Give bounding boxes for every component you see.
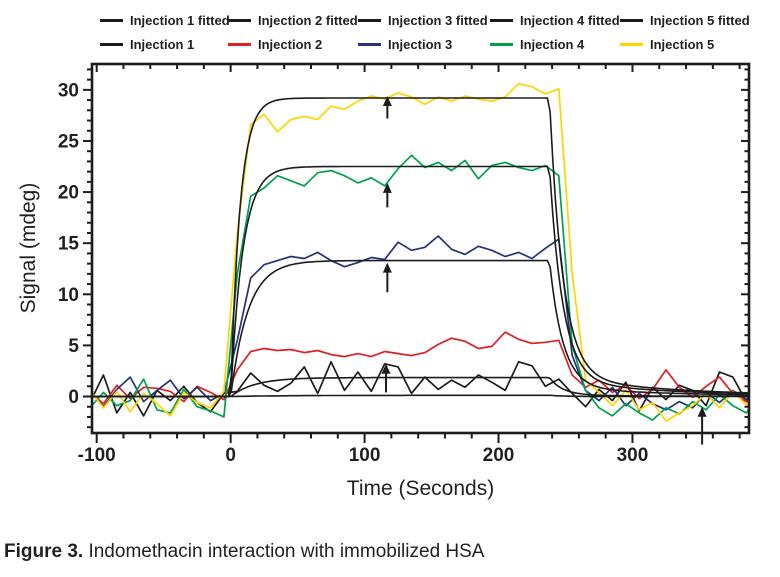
y-tick-label: 0 — [68, 387, 79, 408]
legend-swatch-black-line — [620, 18, 643, 22]
legend-label: Injection 1 — [130, 36, 195, 52]
legend-label: Injection 2 fitted — [258, 12, 358, 28]
figure-caption-label: Figure 3. — [4, 541, 84, 562]
x-tick-label: -100 — [78, 445, 116, 466]
legend-swatch-black-line — [228, 18, 251, 22]
figure-caption-text: Indomethacin interaction with immobilize… — [83, 541, 485, 562]
event-arrow-4-head — [381, 363, 391, 374]
series-injection-3 — [92, 235, 749, 411]
legend-item-injection-2: Injection 2 — [228, 36, 322, 52]
legend-item-injection-4: Injection 4 — [490, 36, 584, 52]
legend-label: Injection 5 — [650, 36, 715, 52]
legend-swatch-black-line — [358, 18, 381, 22]
y-tick-label: 30 — [58, 80, 79, 101]
legend-swatch-black-line — [100, 42, 123, 46]
legend-swatch-yellow-line — [620, 42, 643, 46]
fitted-injection-4 — [92, 165, 749, 398]
tick-labels: -100 0 100 200 300 0 5 10 15 20 25 30 — [58, 80, 648, 466]
legend-swatch-green-line — [490, 42, 513, 46]
y-tick-label: 10 — [58, 285, 79, 306]
legend-item-injection-2-fitted: Injection 2 fitted — [228, 12, 358, 28]
curves-layer — [92, 82, 749, 422]
legend-item-injection-3-fitted: Injection 3 fitted — [358, 12, 488, 28]
legend-item-injection-5-fitted: Injection 5 fitted — [620, 12, 750, 28]
x-tick-label: 200 — [483, 445, 515, 466]
y-tick-label: 5 — [68, 336, 79, 357]
legend-item-injection-4-fitted: Injection 4 fitted — [490, 12, 620, 28]
y-axis-title: Signal (mdeg) — [17, 182, 40, 314]
x-tick-label: 100 — [349, 445, 381, 466]
event-arrow-3-head — [382, 262, 392, 273]
series-injection-5 — [92, 82, 749, 422]
figure-caption: Figure 3. Indomethacin interaction with … — [4, 541, 484, 563]
legend-label: Injection 5 fitted — [650, 12, 750, 28]
legend-swatch-blue-line — [358, 42, 381, 46]
event-arrow-1-head — [382, 95, 392, 106]
plot-frame — [90, 62, 751, 435]
legend-label: Injection 3 — [388, 36, 453, 52]
fitted-injection-3 — [92, 259, 749, 398]
legend-swatch-black-line — [490, 18, 513, 22]
legend-label: Injection 4 — [520, 36, 585, 52]
legend-label: Injection 4 fitted — [520, 12, 620, 28]
legend-item-injection-3: Injection 3 — [358, 36, 452, 52]
legend-label: Injection 3 fitted — [388, 12, 488, 28]
legend-swatch-red-line — [228, 42, 251, 46]
legend-item-injection-1: Injection 1 — [100, 36, 194, 52]
event-arrow-5-head — [697, 406, 707, 417]
x-tick-label: 300 — [617, 445, 649, 466]
event-arrow-2-head — [382, 182, 392, 193]
y-tick-label: 20 — [58, 183, 79, 204]
legend-swatch-black-line — [100, 18, 123, 22]
y-tick-label: 25 — [58, 131, 80, 152]
legend-item-injection-5: Injection 5 — [620, 36, 714, 52]
legend-label: Injection 1 fitted — [130, 12, 230, 28]
fitted-injection-5 — [92, 97, 749, 398]
series-injection-4 — [92, 154, 749, 421]
x-axis-title: Time (Seconds) — [346, 477, 495, 500]
legend-label: Injection 2 — [258, 36, 323, 52]
y-tick-label: 15 — [58, 234, 80, 255]
legend-item-injection-1-fitted: Injection 1 fitted — [100, 12, 230, 28]
x-tick-label: 0 — [225, 445, 236, 466]
axes-frame — [83, 62, 751, 443]
annotation-arrows — [381, 95, 707, 445]
